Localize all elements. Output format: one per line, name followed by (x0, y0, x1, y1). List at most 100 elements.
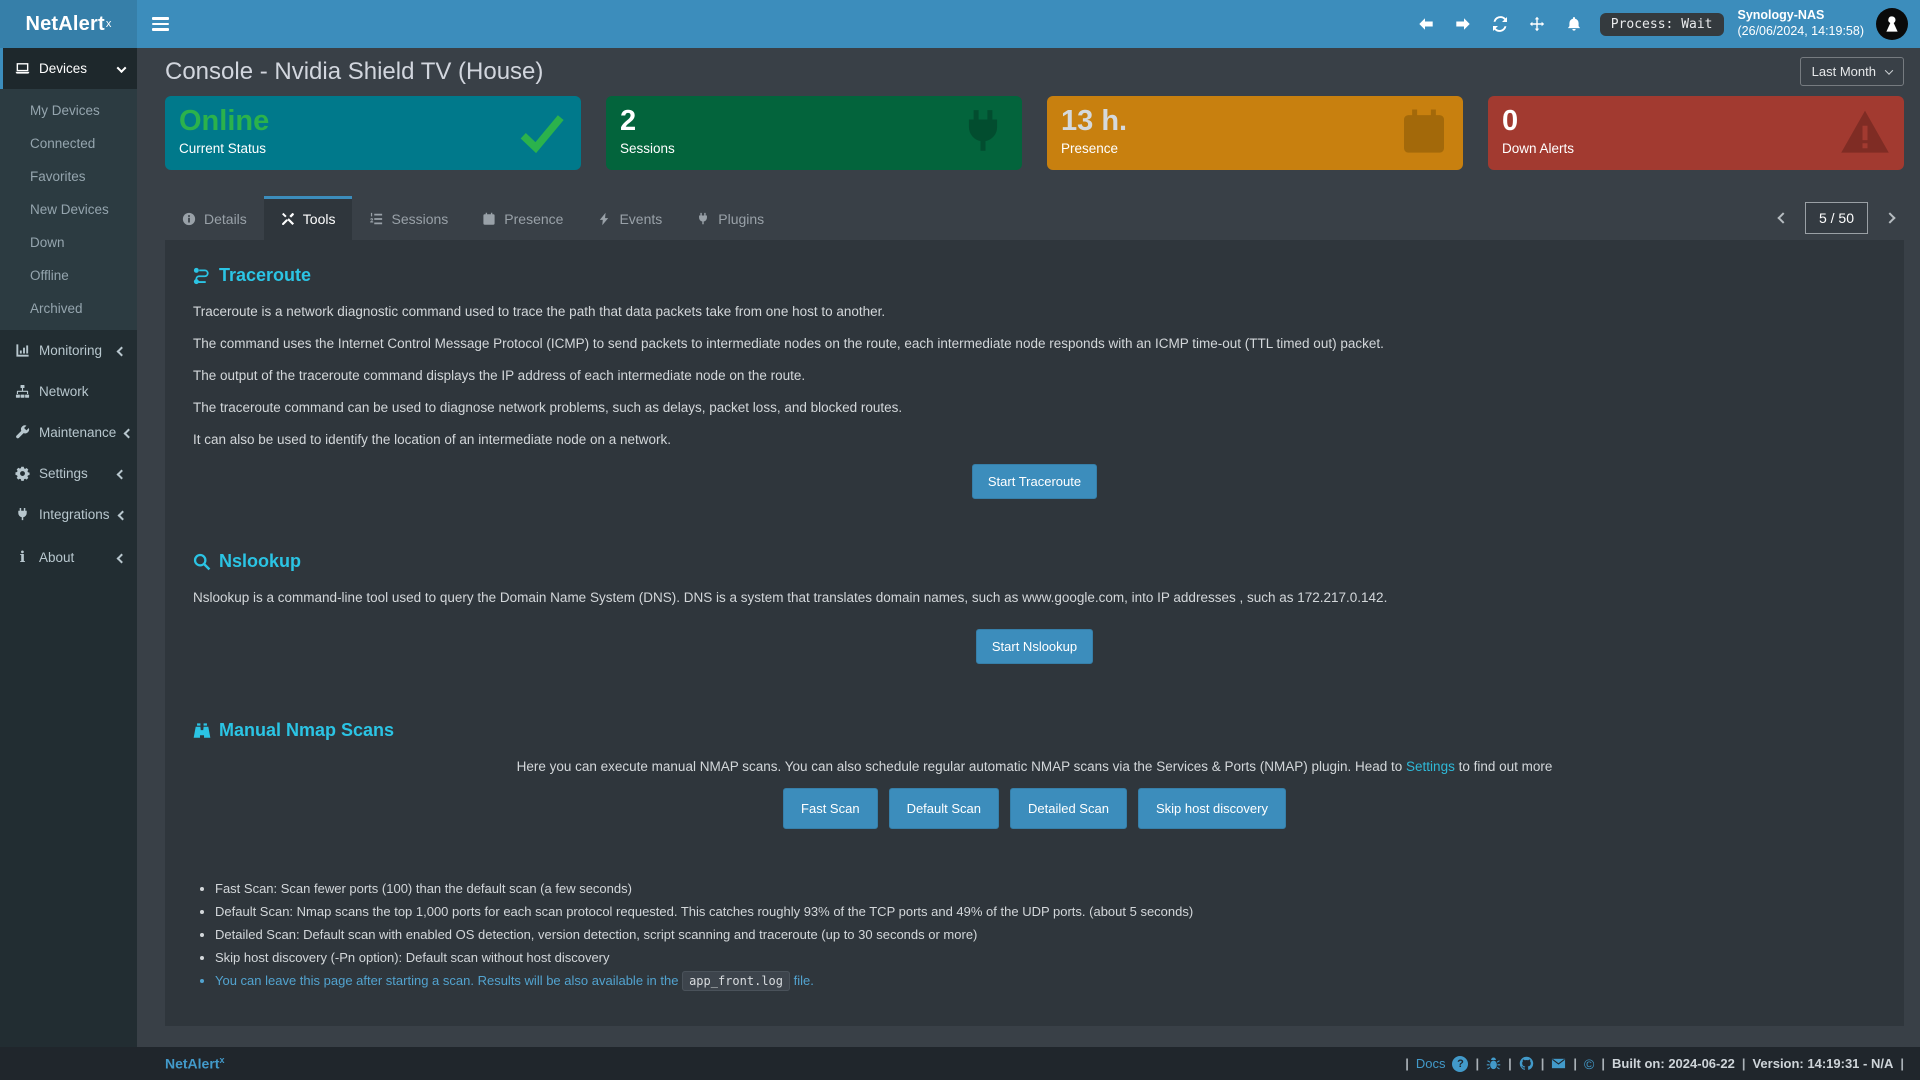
bolt-icon (600, 212, 609, 226)
sidebar-item-maintenance[interactable]: Maintenance (0, 412, 137, 453)
devices-submenu: My Devices Connected Favorites New Devic… (0, 89, 137, 330)
calendar-icon (483, 212, 495, 225)
process-status-badge: Process: Wait (1599, 12, 1724, 36)
traceroute-title: Traceroute (193, 265, 1876, 286)
bell-icon[interactable] (1566, 16, 1582, 32)
presence-card: 13 h. Presence (1047, 96, 1463, 170)
scan-note: Default Scan: Nmap scans the top 1,000 p… (215, 904, 1876, 919)
laptop-icon (15, 63, 30, 74)
default-scan-button[interactable]: Default Scan (888, 788, 999, 829)
chevron-left-icon (117, 507, 127, 522)
presence-label: Presence (1061, 141, 1119, 157)
github-icon[interactable] (1519, 1056, 1534, 1071)
tab-tools[interactable]: Tools (263, 196, 353, 240)
nslookup-section: Nslookup Nslookup is a command-line tool… (193, 551, 1876, 664)
content-header: Console - Nvidia Shield TV (House) Last … (165, 48, 1904, 95)
sidebar-item-favorites[interactable]: Favorites (30, 169, 86, 184)
tab-sessions[interactable]: Sessions (352, 196, 465, 240)
nmap-title: Manual Nmap Scans (193, 720, 1876, 741)
sidebar-item-label: Devices (39, 61, 88, 76)
tab-label: Tools (302, 211, 336, 227)
scan-note: Skip host discovery (-Pn option): Defaul… (215, 950, 1876, 965)
list-ol-icon (370, 212, 383, 225)
footer-brand-link[interactable]: NetAlertx (165, 1055, 224, 1072)
nslookup-title: Nslookup (193, 551, 1876, 572)
separator: | (1540, 1056, 1545, 1071)
fast-scan-button[interactable]: Fast Scan (783, 788, 878, 829)
navbar-main: Process: Wait Synology-NAS (26/06/2024, … (137, 0, 1920, 48)
sidebar-item-devices[interactable]: Devices (0, 48, 137, 89)
log-file-note[interactable]: You can leave this page after starting a… (215, 971, 1876, 991)
settings-link[interactable]: Settings (1406, 759, 1455, 774)
footer-links: | Docs ? | | | | © | Built on: 2024-06-2… (1405, 1055, 1904, 1072)
sidebar-item-down[interactable]: Down (30, 235, 65, 250)
tab-presence[interactable]: Presence (465, 196, 580, 240)
start-traceroute-button[interactable]: Start Traceroute (971, 464, 1098, 499)
chevron-left-icon (116, 466, 127, 481)
question-circle-icon[interactable]: ? (1452, 1055, 1469, 1072)
tools-icon (281, 212, 294, 226)
sidebar-item-about[interactable]: i About (0, 535, 137, 579)
sidebar-item-new-devices[interactable]: New Devices (30, 202, 109, 217)
envelope-icon[interactable] (1551, 1056, 1566, 1071)
traceroute-paragraph: The command uses the Internet Control Me… (193, 336, 1384, 351)
plug-icon (958, 107, 1008, 162)
sidebar-item-network[interactable]: Network (0, 371, 137, 412)
gear-icon (15, 466, 30, 481)
tab-events[interactable]: Events (580, 196, 679, 240)
plug-icon (18, 507, 27, 521)
info-icon: i (19, 548, 26, 566)
user-avatar[interactable] (1876, 8, 1908, 40)
period-dropdown[interactable]: Last Month (1799, 57, 1904, 86)
chevron-down-icon (1884, 65, 1894, 75)
detailed-scan-button[interactable]: Detailed Scan (1010, 788, 1127, 829)
warning-triangle-icon (1840, 107, 1890, 162)
sidebar-item-connected[interactable]: Connected (30, 136, 96, 151)
sidebar-item-monitoring[interactable]: Monitoring (0, 330, 137, 371)
nmap-section: Manual Nmap Scans Here you can execute m… (193, 720, 1876, 991)
sidebar-item-integrations[interactable]: Integrations (0, 494, 137, 535)
refresh-icon[interactable] (1492, 16, 1508, 32)
docs-link[interactable]: Docs (1415, 1056, 1446, 1071)
app-logo[interactable]: NetAlert x (0, 0, 137, 48)
device-pager: 5 / 50 (1775, 202, 1898, 234)
forward-arrow-icon[interactable] (1455, 16, 1471, 32)
top-navbar: NetAlert x Process: Wait Synology-NAS (26… (0, 0, 1920, 48)
plug-icon (699, 212, 708, 225)
pager-prev-button[interactable] (1775, 205, 1791, 231)
skip-host-discovery-button[interactable]: Skip host discovery (1137, 788, 1286, 829)
sidebar-item-label: Settings (39, 466, 88, 481)
traceroute-paragraph: Traceroute is a network diagnostic comma… (193, 304, 886, 319)
status-label: Current Status (179, 141, 267, 157)
current-status-card: Online Current Status (165, 96, 581, 170)
check-icon (517, 107, 567, 162)
sidebar-item-my-devices[interactable]: My Devices (30, 103, 100, 118)
section-heading: Nslookup (219, 551, 302, 571)
avatar-figure-icon (1886, 16, 1898, 32)
navbar-icons (1418, 16, 1582, 32)
period-dropdown-value: Last Month (1811, 64, 1876, 79)
tab-label: Sessions (391, 211, 449, 227)
tab-label: Details (204, 211, 247, 227)
sidebar-item-settings[interactable]: Settings (0, 453, 137, 494)
scan-notes: Fast Scan: Scan fewer ports (100) than t… (193, 881, 1876, 991)
build-date: Built on: 2024-06-22 (1612, 1056, 1735, 1071)
sidebar-item-offline[interactable]: Offline (30, 268, 69, 283)
sidebar-toggle-button[interactable] (137, 0, 183, 48)
nmap-intro: Here you can execute manual NMAP scans. … (193, 759, 1876, 774)
tabs: Details Tools Sessions Presence Events P… (165, 196, 781, 240)
alerts-value: 0 (1502, 105, 1519, 137)
start-nslookup-button[interactable]: Start Nslookup (975, 629, 1094, 664)
scan-note: Fast Scan: Scan fewer ports (100) than t… (215, 881, 1876, 896)
back-arrow-icon[interactable] (1418, 16, 1434, 32)
bug-report-icon[interactable] (1486, 1056, 1501, 1071)
tools-panel: Traceroute Traceroute is a network diagn… (165, 240, 1904, 1026)
traceroute-section: Traceroute Traceroute is a network diagn… (193, 265, 1876, 499)
move-icon[interactable] (1529, 16, 1545, 32)
sidebar-item-archived[interactable]: Archived (30, 301, 83, 316)
tab-details[interactable]: Details (165, 196, 264, 240)
tab-bar: Details Tools Sessions Presence Events P… (165, 196, 1904, 240)
tab-label: Plugins (718, 211, 765, 227)
tab-plugins[interactable]: Plugins (679, 196, 781, 240)
pager-next-button[interactable] (1882, 205, 1898, 231)
